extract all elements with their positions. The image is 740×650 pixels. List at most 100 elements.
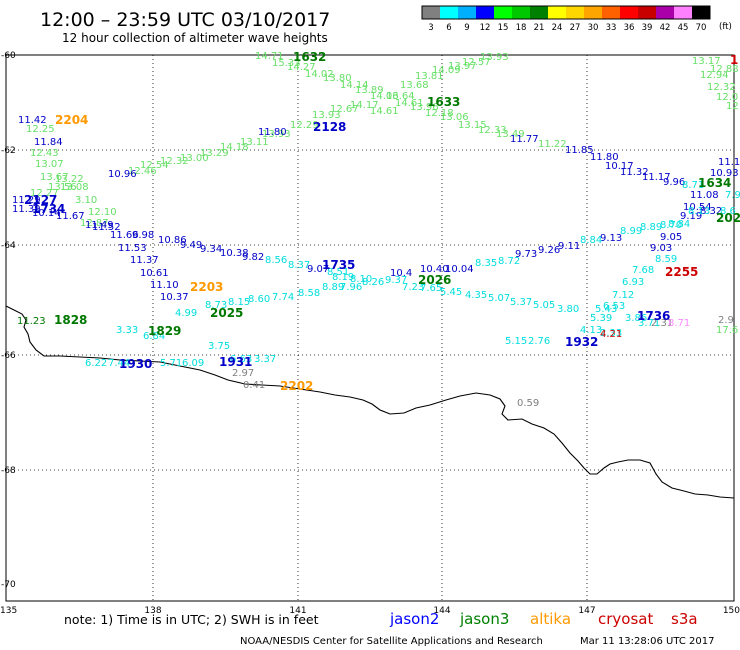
wave-height-label: 9.82	[242, 252, 264, 263]
legend-swatch	[674, 6, 692, 19]
wave-height-label: 11.32	[620, 167, 649, 178]
page-title: 12:00 – 23:59 UTC 03/10/2017	[40, 9, 330, 31]
wave-height-label: 2.9	[718, 315, 734, 326]
wave-height-label: 14.61	[395, 98, 424, 109]
wave-height-label: 8.59	[655, 254, 677, 265]
wave-height-label: 13.81	[415, 71, 444, 82]
wave-height-label: 4.21	[600, 329, 622, 340]
wave-height-label: 3.71	[638, 318, 660, 329]
legend-label: 6	[446, 23, 451, 33]
lon-tick-label: 150	[723, 606, 740, 616]
wave-height-label: 8.71	[668, 318, 690, 329]
legend-label: 21	[534, 23, 545, 33]
wave-height-label: 2.33	[600, 328, 622, 339]
wave-height-label: 15.33	[272, 58, 301, 69]
legend-label: 39	[642, 23, 653, 33]
wave-height-label: 10.4	[390, 268, 412, 279]
wave-height-label: 11.23	[17, 316, 46, 327]
color-legend: 3 6 9 12 15 18 21 24 27 30 33 36 39 42 45 70	[421, 5, 711, 33]
wave-height-label: 13.68	[400, 80, 429, 91]
wave-height-label: 8.71	[682, 180, 704, 191]
wave-height-label: 11.1	[718, 157, 740, 168]
lat-tick-label: -64	[1, 241, 16, 251]
legend-label: 3	[428, 23, 433, 33]
wave-height-label: 4.35	[465, 290, 487, 301]
wave-height-label: 14.18	[220, 142, 249, 153]
wave-height-label: 3.33	[116, 325, 138, 336]
wave-height-label: 13.11	[240, 137, 269, 148]
wave-height-label: 10.37	[160, 292, 189, 303]
wave-height-label: 14.71	[255, 51, 284, 62]
footer-timestamp: Mar 11 13:28:06 UTC 2017	[580, 636, 715, 647]
latitude-labels: -60 -62 -64 -66 -68 -70	[1, 51, 16, 590]
wave-height-label: 7.12	[612, 290, 634, 301]
legend-label: 30	[588, 23, 599, 33]
wave-height-label: 4.99	[175, 308, 197, 319]
wave-height-label: 10.54	[683, 202, 712, 213]
legend-label: 45	[678, 23, 689, 33]
wave-height-label: 10.04	[445, 264, 474, 275]
antarctic-coastline	[5, 305, 735, 499]
wave-height-label: 11.22	[538, 139, 567, 150]
wave-height-label: 11.85	[565, 145, 594, 156]
legend-label: 24	[552, 23, 563, 33]
wave-height-label: 8.37	[288, 260, 310, 271]
wave-height-label: 3.75	[208, 341, 230, 352]
wave-height-label: 12.87	[80, 218, 109, 229]
wave-height-label: 5.37	[510, 297, 532, 308]
wave-height-label: 8.89	[322, 282, 344, 293]
wave-height-label: 9.96	[663, 177, 685, 188]
legend-swatch	[494, 6, 512, 19]
legend-label: 42	[660, 23, 671, 33]
wave-height-label: 12	[726, 101, 739, 112]
wave-height-label: 5.15	[505, 336, 527, 347]
wave-height-label: 12.43	[30, 148, 59, 159]
wave-height-label: 17.6	[716, 325, 738, 336]
satellite-name: jason3	[459, 610, 509, 628]
legend-swatch	[440, 6, 458, 19]
wave-height-label: 12.88	[710, 64, 739, 75]
pass-time-label: 1632	[293, 50, 326, 64]
wave-height-label: 11.08	[690, 190, 719, 201]
wave-height-label: 3.10	[75, 195, 97, 206]
wave-height-label: 2.97	[232, 368, 254, 379]
wave-height-label: 12.33	[478, 125, 507, 136]
legend-swatch	[422, 6, 440, 19]
lon-tick-label: 144	[433, 606, 450, 616]
wave-height-label: 11.52	[92, 222, 121, 233]
wave-height-label: 12.46	[128, 166, 157, 177]
lat-tick-label: -66	[1, 351, 16, 361]
pass-time-label: 2128	[313, 120, 346, 134]
wave-height-label: 12.32	[707, 82, 736, 93]
legend-label: 12	[480, 23, 491, 33]
wave-height-label: 9.19	[680, 211, 702, 222]
pass-time-label: 1633	[427, 95, 460, 109]
legend-label: 9	[464, 23, 469, 33]
wave-height-label: 13.67	[40, 172, 69, 183]
legend-unit: (ft)	[719, 22, 732, 32]
wave-height-label: 14.06	[370, 91, 399, 102]
wave-height-label: 0.59	[517, 398, 539, 409]
wave-height-label: 13.93	[480, 52, 509, 63]
wave-height-label: 8.51	[327, 267, 349, 278]
wave-height-label: 11.80	[258, 127, 287, 138]
wave-height-label: 10.17	[605, 161, 634, 172]
wave-height-label: 12.67	[330, 104, 359, 115]
wave-height-label: 11.29	[12, 195, 41, 206]
wave-height-label: 7.74	[272, 292, 294, 303]
pass-time-label: 1	[730, 53, 738, 67]
legend-swatch	[620, 6, 638, 19]
legend-swatch	[584, 6, 602, 19]
wave-height-label: 12.94	[700, 70, 729, 81]
pass-time-label: 202	[716, 211, 740, 225]
wave-height-label: 11.66	[110, 230, 139, 241]
wave-height-label: 2.76	[528, 336, 550, 347]
wave-height-label: 8.56	[265, 255, 287, 266]
pass-time-label: 2026	[418, 273, 451, 287]
pass-time-label: 1828	[54, 313, 87, 327]
wave-height-label: 8.6	[720, 206, 736, 217]
wave-height-label: 10.86	[158, 235, 187, 246]
wave-height-label: 14.14	[340, 80, 369, 91]
wave-height-label: 14.02	[305, 69, 334, 80]
wave-height-label: 9.98	[132, 230, 154, 241]
